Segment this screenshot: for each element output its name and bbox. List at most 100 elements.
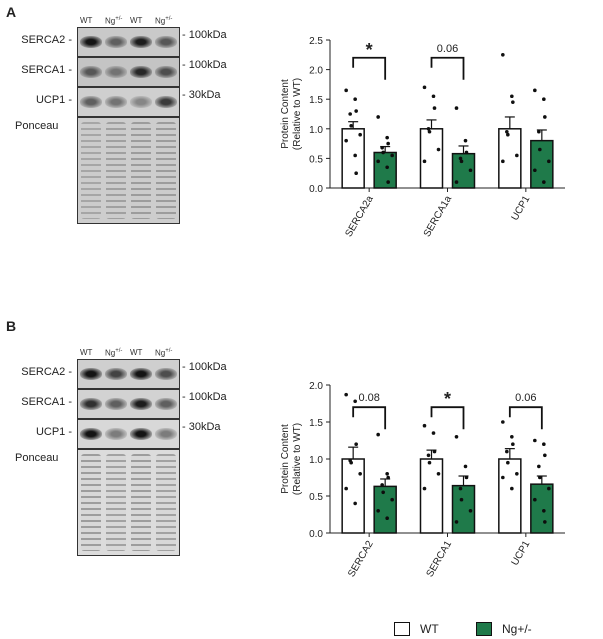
panel-b-band (130, 398, 152, 410)
panel-b-mw-marker: - 30kDa (182, 421, 221, 433)
panel-b-mw-marker: - 100kDa (182, 361, 227, 373)
panel-a-y-tick-label: 0.0 (309, 184, 323, 195)
panel-b-data-point (354, 442, 358, 446)
panel-b-x-tick-label: SERCA1 (425, 539, 455, 580)
panel-b-data-point (344, 486, 348, 491)
panel-a-data-point (515, 153, 519, 158)
panel-a-lane-label: WT (80, 16, 93, 25)
panel-a-data-point (431, 94, 436, 99)
panel-b-significance-label: * (444, 389, 451, 409)
panel-a-band (105, 96, 127, 108)
panel-a-significance-bracket (430, 56, 465, 80)
panel-b-data-point (385, 516, 389, 520)
panel-b-data-point (459, 497, 464, 502)
panel-b-data-point (542, 442, 546, 446)
panel-b-data-point (436, 472, 441, 476)
panel-a-band (105, 36, 127, 48)
panel-a-mw-marker: - 30kDa (182, 89, 221, 101)
panel-b-data-point (538, 475, 542, 480)
panel-a-band (80, 66, 102, 78)
panel-b-lane-label: WT (130, 348, 143, 357)
panel-a-data-point (464, 150, 469, 155)
panel-b-blot-strip-ucp1 (77, 419, 180, 449)
panel-b-western-blot: WT Ng+/- WT Ng+/- SERCA2 - - 100kDa SERCA1 - - … (0, 0, 260, 639)
panel-b-bar (341, 458, 365, 534)
panel-a-data-point (506, 132, 510, 137)
panel-a-band (106, 122, 126, 219)
panel-a-data-point (533, 168, 537, 173)
panel-b-data-point (464, 475, 469, 480)
panel-a-data-point (547, 159, 551, 164)
panel-b-band (155, 368, 177, 380)
panel-a-bar (419, 128, 444, 189)
panel-b-band (80, 398, 102, 410)
panel-a-data-point (349, 124, 353, 128)
panel-b-data-point (533, 438, 537, 443)
panel-a-mw-marker: - 100kDa (182, 59, 227, 71)
panel-b-data-point (431, 431, 436, 435)
panel-b-bar (498, 458, 522, 534)
panel-b-data-point (376, 509, 380, 513)
panel-a-data-point (427, 129, 432, 134)
panel-b-bar (373, 485, 397, 534)
panel-b-data-point (515, 472, 519, 476)
panel-a-data-point (432, 106, 437, 110)
legend-ng-swatch (476, 622, 492, 636)
panel-b-blot-strip-serca2 (77, 359, 180, 389)
panel-b-protein-label: Ponceau (15, 452, 59, 464)
panel-a-data-point (422, 159, 427, 164)
panel-a-data-point (501, 53, 505, 57)
panel-a-protein-label: SERCA2 - (21, 34, 72, 46)
panel-b-data-point (386, 475, 390, 480)
panel-a-bar (498, 128, 522, 189)
panel-b-data-point (468, 509, 473, 513)
panel-b-protein-label: SERCA1 - (21, 396, 72, 408)
panel-b-bar-chart: 0.0 0.5 1.0 1.5 2.0 Protein Content (Relative … (280, 381, 565, 580)
panel-a-bar-chart: 0.0 0.5 1.0 1.5 2.0 2.5 Protein Content (Relati… (280, 36, 565, 239)
panel-a-data-point (386, 180, 390, 184)
panel-a-y-tick-label: 0.5 (309, 154, 323, 165)
panel-b-protein-label: UCP1 - (35, 426, 72, 438)
panel-a-data-point (463, 138, 468, 143)
panel-a-significance-bracket (352, 56, 387, 80)
panel-a-data-point (344, 88, 348, 93)
panel-a-data-point (385, 165, 389, 170)
panel-a-data-point (348, 112, 352, 116)
panel-b-data-point (427, 460, 432, 465)
panel-b-lane-label: Ng+/- (155, 348, 173, 358)
panel-b-band (155, 428, 177, 440)
panel-b-band (155, 398, 177, 410)
panel-a-bar (341, 128, 365, 189)
panel-a-data-point (381, 150, 385, 155)
panel-a-data-point (533, 88, 537, 93)
panel-b-data-point (543, 453, 547, 458)
panel-a-band (130, 96, 152, 108)
panel-b-data-point (454, 435, 459, 439)
panel-a-data-point (510, 94, 514, 99)
panel-b-data-point (463, 464, 468, 469)
panel-a-blot-strip-ponceau (77, 117, 180, 224)
panel-b-data-point (349, 460, 353, 465)
panel-a-band (81, 122, 101, 219)
panel-a-data-point (353, 97, 357, 101)
panel-a-data-point (538, 147, 542, 152)
panel-b-band (105, 428, 127, 440)
legend-wt-swatch (394, 622, 410, 636)
legend-ng-label: Ng+/- (502, 622, 532, 636)
panel-b-data-point (385, 472, 389, 476)
panel-a-protein-label: Ponceau (15, 120, 59, 132)
panel-a-data-point (354, 171, 358, 175)
panel-a-data-point (436, 147, 441, 152)
panel-a-data-point (468, 168, 473, 173)
legend-wt-label: WT (420, 622, 439, 636)
panel-b-data-point (533, 497, 537, 502)
panel-b-letter: B (6, 318, 17, 334)
panel-b-data-point (458, 486, 463, 491)
panel-b-y-axis-label: (Relative to WT) (292, 423, 303, 495)
panel-a-lane-label: Ng+/- (105, 16, 123, 26)
panel-b-band (80, 428, 102, 440)
panel-b-significance-bracket (352, 406, 387, 430)
panel-b-data-point (422, 486, 427, 491)
panel-b-data-point (432, 449, 437, 454)
panel-b-lane-label: WT (80, 348, 93, 357)
